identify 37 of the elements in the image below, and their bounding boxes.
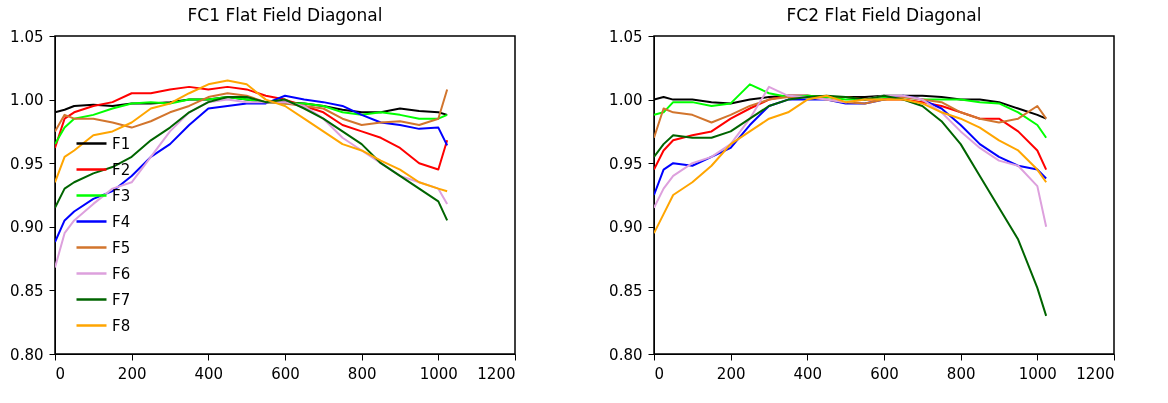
y-tick-label: 1.00 [609, 91, 643, 110]
legend-label: F5 [112, 238, 131, 257]
x-tick-label: 1200 [1076, 364, 1115, 383]
x-tick-label: 800 [946, 364, 976, 383]
legend-label: F6 [112, 264, 131, 283]
chart-title: FC1 Flat Field Diagonal [187, 5, 383, 25]
y-tick-label: 0.85 [609, 281, 643, 300]
legend-label: F2 [112, 160, 131, 179]
x-tick-label: 0 [654, 364, 665, 383]
legend-label: F1 [112, 134, 131, 153]
x-tick-label: 600 [870, 364, 899, 383]
x-tick-label: 400 [793, 364, 823, 383]
y-tick-label: 1.05 [10, 27, 44, 46]
legend-label: F3 [112, 186, 131, 205]
x-tick-label: 200 [716, 364, 746, 383]
chart-title: FC2 Flat Field Diagonal [786, 5, 982, 25]
y-tick-label: 1.05 [609, 27, 643, 46]
x-tick-label: 0 [55, 364, 66, 383]
y-tick-label: 0.95 [609, 154, 643, 173]
x-tick-label: 1000 [1018, 364, 1057, 383]
x-tick-label: 800 [347, 364, 377, 383]
y-tick-label: 0.80 [10, 345, 44, 364]
x-tick-label: 200 [117, 364, 147, 383]
y-tick-label: 1.00 [10, 91, 44, 110]
legend-label: F7 [112, 290, 131, 309]
line-series [55, 88, 449, 133]
x-tick-label: 400 [194, 364, 224, 383]
y-tick-label: 0.90 [10, 218, 44, 237]
legend-label: F8 [112, 316, 131, 335]
legend-label: F4 [112, 212, 131, 231]
y-tick-label: 0.85 [10, 281, 44, 300]
y-tick-label: 0.95 [10, 154, 44, 173]
x-tick-label: 1000 [419, 364, 458, 383]
x-tick-label: 600 [271, 364, 300, 383]
y-tick-label: 0.80 [609, 345, 643, 364]
x-tick-label: 1200 [477, 364, 516, 383]
y-tick-label: 0.90 [609, 218, 643, 237]
